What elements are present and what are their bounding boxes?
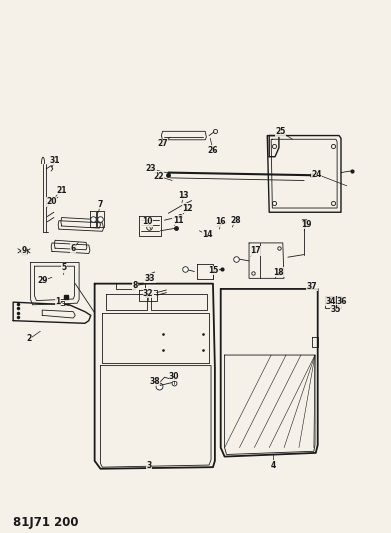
Text: 24: 24	[311, 169, 322, 179]
Text: 3: 3	[146, 461, 152, 470]
Text: 13: 13	[179, 191, 189, 200]
Text: 9: 9	[22, 246, 27, 255]
Text: 11: 11	[173, 216, 183, 225]
Text: 22: 22	[153, 172, 164, 181]
Text: 17: 17	[250, 246, 261, 255]
Text: 15: 15	[208, 266, 218, 275]
Text: 8: 8	[133, 281, 138, 290]
Text: 29: 29	[37, 277, 47, 286]
Text: 18: 18	[274, 268, 284, 277]
Text: 1: 1	[55, 296, 60, 305]
Text: 37: 37	[307, 282, 317, 291]
Text: 6: 6	[71, 244, 76, 253]
Text: 21: 21	[56, 185, 67, 195]
Text: 19: 19	[301, 220, 311, 229]
Text: 32: 32	[143, 289, 153, 297]
Text: 5: 5	[61, 263, 66, 272]
Text: 27: 27	[157, 139, 168, 148]
Text: 28: 28	[230, 216, 241, 225]
Text: 7: 7	[98, 200, 103, 209]
Text: 31: 31	[50, 156, 60, 165]
Text: 16: 16	[215, 217, 226, 227]
Text: 81J71 200: 81J71 200	[13, 516, 79, 529]
Text: 33: 33	[145, 274, 155, 283]
Text: 30: 30	[169, 372, 179, 381]
Text: 34: 34	[325, 296, 336, 305]
Text: 35: 35	[331, 304, 341, 313]
Text: 36: 36	[337, 296, 347, 305]
Text: 14: 14	[202, 230, 212, 239]
Text: 38: 38	[149, 377, 160, 386]
Text: 2: 2	[27, 334, 32, 343]
Text: 20: 20	[46, 197, 56, 206]
Text: 25: 25	[276, 127, 286, 136]
Text: 10: 10	[142, 217, 152, 227]
Text: 12: 12	[183, 204, 193, 213]
Text: 26: 26	[208, 146, 218, 155]
Text: 4: 4	[271, 461, 276, 470]
Text: 23: 23	[145, 164, 156, 173]
